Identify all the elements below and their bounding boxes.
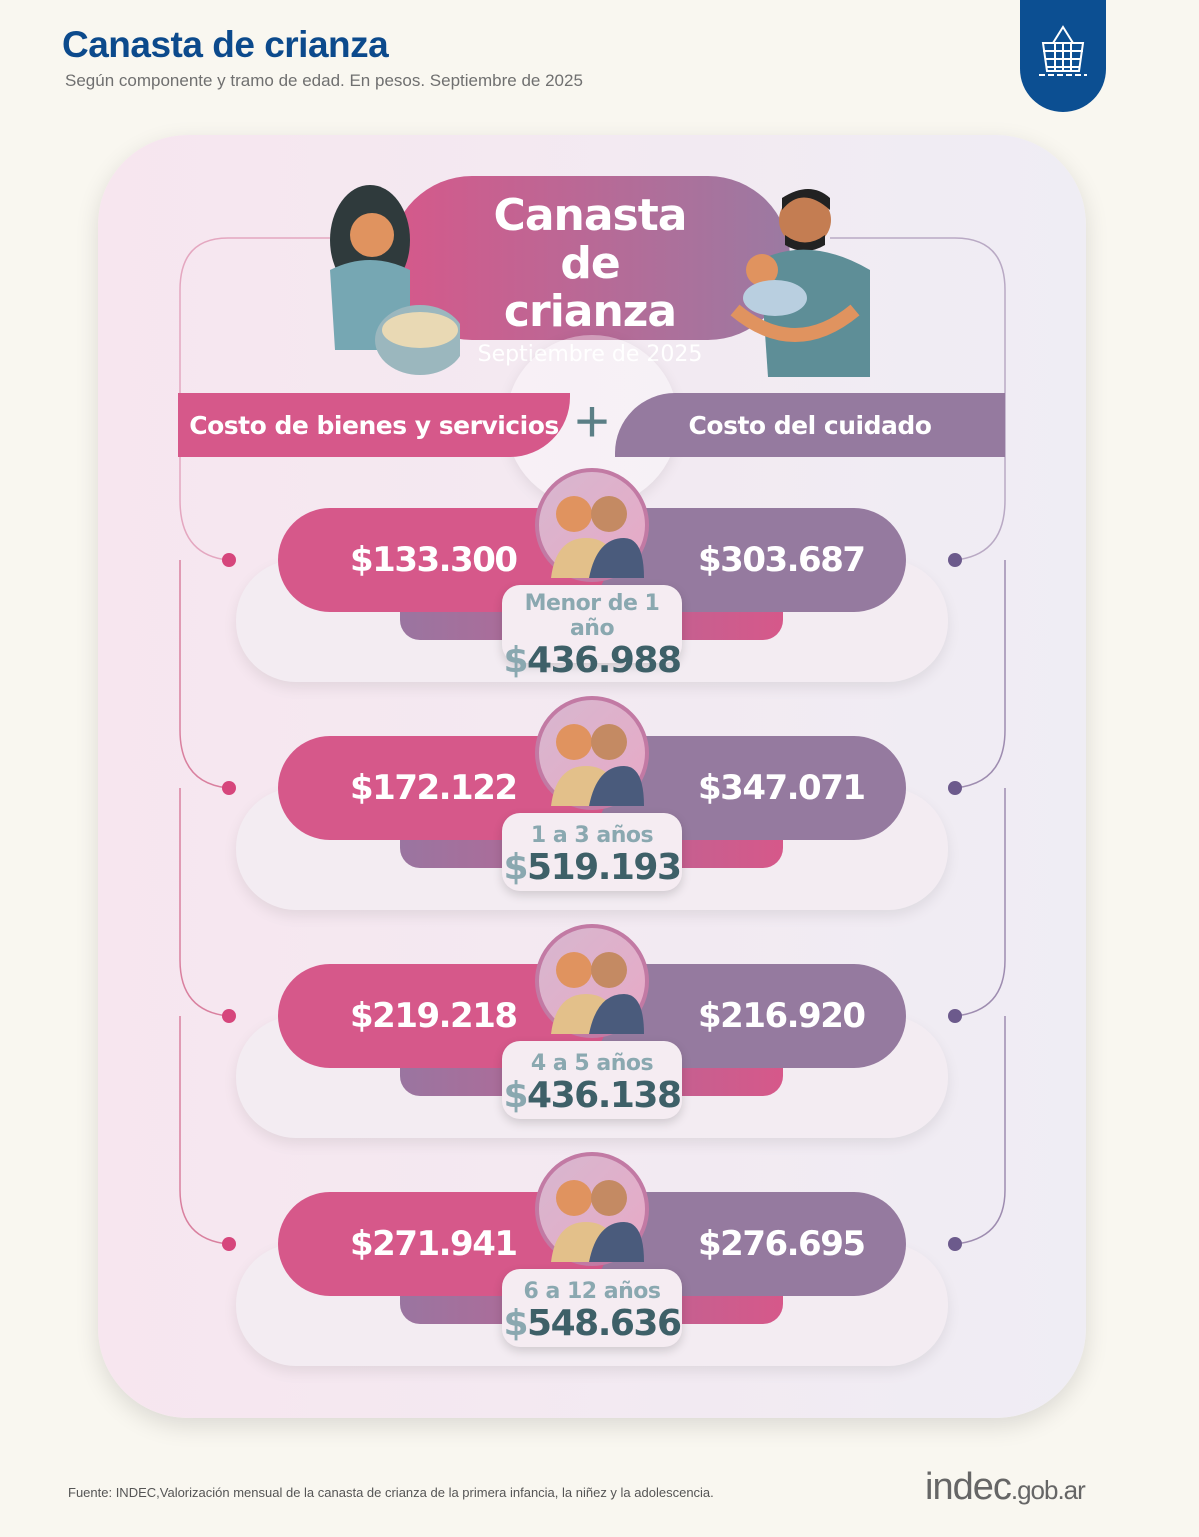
age-range: 6 a 12 años — [523, 1279, 661, 1304]
page-title: Canasta de crianza — [62, 24, 389, 65]
logo-suffix: .gob.ar — [1010, 1475, 1086, 1505]
basket-icon — [1039, 25, 1087, 76]
total-currency: $ — [503, 1303, 528, 1344]
hero-date: Septiembre de 2025 — [477, 342, 703, 367]
total-label-box: 4 a 5 años $436.138 — [502, 1041, 682, 1119]
total-value: 548.636 — [527, 1303, 682, 1344]
children-illustration-icon — [535, 924, 649, 1038]
care-connector-dot — [948, 553, 962, 567]
indec-logo[interactable]: indec.gob.ar — [925, 1466, 1086, 1509]
goods-connector-dot — [222, 1009, 236, 1023]
father-illustration-icon — [730, 189, 870, 377]
care-connector-dot — [948, 781, 962, 795]
age-range: Menor de 1 año — [524, 591, 660, 641]
goods-connector-dot — [222, 553, 236, 567]
basket-badge — [1020, 0, 1106, 112]
children-illustration-icon — [535, 468, 649, 582]
total-label-box: 6 a 12 años $548.636 — [502, 1269, 682, 1347]
children-illustration-icon — [535, 696, 649, 810]
hero-title-pill: Canasta de crianza Septiembre de 2025 — [390, 176, 790, 367]
logo-text: indec — [925, 1466, 1012, 1508]
age-range: 1 a 3 años — [530, 823, 654, 848]
goods-connector-dot — [222, 1237, 236, 1251]
hero-title: Canasta de crianza — [493, 190, 688, 337]
care-cost-header: Costo del cuidado — [615, 393, 1005, 457]
total-value: 519.193 — [527, 847, 682, 888]
children-illustration-icon — [535, 1152, 649, 1266]
total-currency: $ — [503, 1075, 528, 1116]
mother-illustration-icon — [330, 185, 460, 375]
total-currency: $ — [503, 640, 528, 681]
total-value: 436.138 — [527, 1075, 682, 1116]
care-connector-dot — [948, 1237, 962, 1251]
total-label-box: 1 a 3 años $519.193 — [502, 813, 682, 891]
total-currency: $ — [503, 847, 528, 888]
goods-connector-dot — [222, 781, 236, 795]
total-label-box: Menor de 1 año $436.988 — [502, 585, 682, 681]
goods-services-header: Costo de bienes y servicios — [178, 393, 570, 457]
source-note: Fuente: INDEC,Valorización mensual de la… — [68, 1485, 714, 1500]
page-subtitle: Según componente y tramo de edad. En pes… — [65, 71, 583, 90]
total-value: 436.988 — [527, 640, 682, 681]
care-connector-dot — [948, 1009, 962, 1023]
age-range: 4 a 5 años — [530, 1051, 654, 1076]
